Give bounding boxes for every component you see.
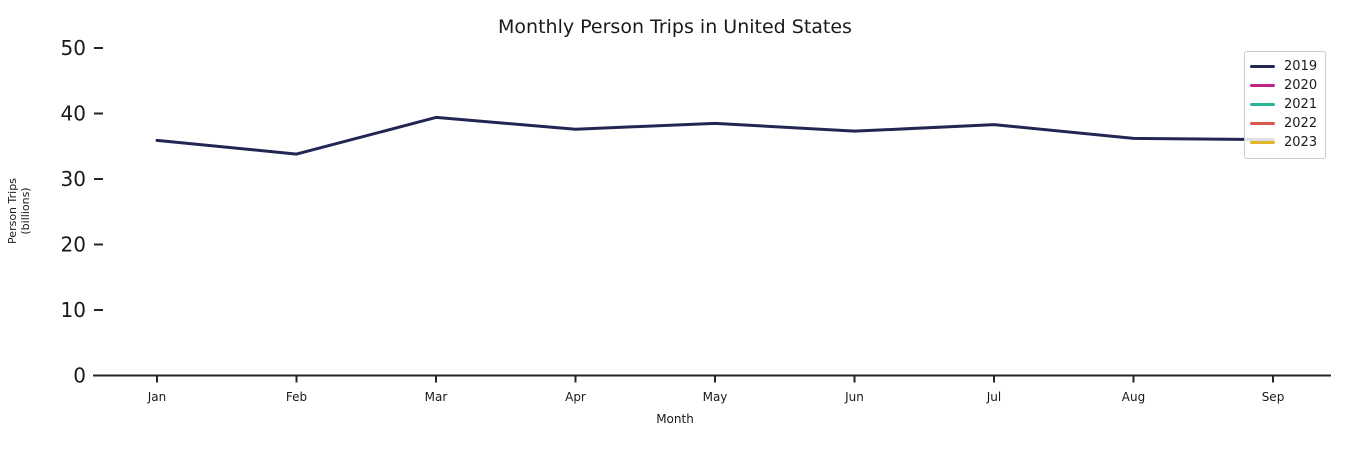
svg-text:0: 0 (73, 364, 86, 388)
svg-text:Feb: Feb (286, 390, 307, 404)
svg-text:30: 30 (61, 167, 86, 191)
svg-text:50: 50 (61, 36, 86, 60)
legend-item-2023: 2023 (1250, 133, 1318, 152)
legend-item-2020: 2020 (1250, 76, 1318, 95)
legend-item-2019: 2019 (1250, 57, 1318, 76)
svg-text:Aug: Aug (1122, 390, 1145, 404)
svg-text:20: 20 (61, 233, 86, 257)
svg-text:Jul: Jul (986, 390, 1001, 404)
legend-swatch-icon (1250, 140, 1275, 145)
svg-text:10: 10 (61, 298, 86, 322)
svg-text:Jan: Jan (147, 390, 167, 404)
svg-text:May: May (703, 390, 728, 404)
legend-swatch-icon (1250, 64, 1275, 69)
svg-text:40: 40 (61, 102, 86, 126)
legend-item-label: 2021 (1284, 97, 1318, 112)
legend-swatch-icon (1250, 121, 1275, 126)
legend-item-label: 2019 (1284, 59, 1318, 74)
legend-item-label: 2020 (1284, 78, 1318, 93)
legend-swatch-icon (1250, 102, 1275, 107)
chart-title: Monthly Person Trips in United States (498, 16, 852, 38)
legend: 2019 2020 2021 2022 2023 (1244, 51, 1326, 159)
legend-item-2022: 2022 (1250, 114, 1318, 133)
legend-item-label: 2022 (1284, 116, 1318, 131)
x-axis-label: Month (656, 412, 694, 426)
svg-text:Jun: Jun (844, 390, 864, 404)
svg-text:Apr: Apr (565, 390, 586, 404)
svg-text:Mar: Mar (425, 390, 448, 404)
legend-item-label: 2023 (1284, 135, 1318, 150)
legend-swatch-icon (1250, 83, 1275, 88)
svg-text:Sep: Sep (1262, 390, 1285, 404)
legend-item-2021: 2021 (1250, 95, 1318, 114)
